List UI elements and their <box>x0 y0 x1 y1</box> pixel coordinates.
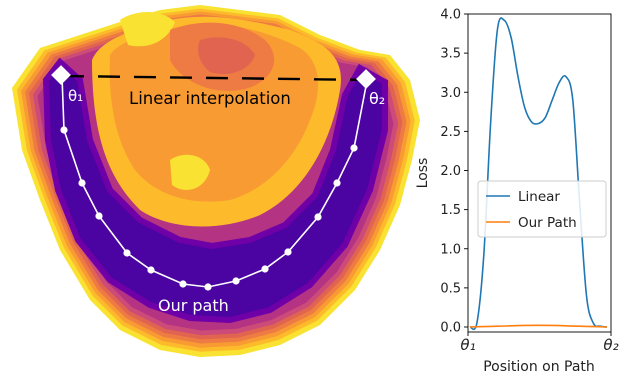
y-axis-ticks: 0.0 0.5 1.0 1.5 2.0 2.5 3.0 3.5 4.0 <box>440 8 468 336</box>
our-path-waypoints <box>60 126 358 291</box>
x-tick-label: θ₁ <box>460 336 475 354</box>
loss-chart: 0.0 0.5 1.0 1.5 2.0 2.5 3.0 3.5 4.0 θ₁ θ₂ Loss Po… <box>415 8 619 375</box>
y-tick-label: 2.0 <box>440 164 461 179</box>
y-tick-label: 0.5 <box>440 281 461 296</box>
path-waypoint <box>232 277 240 285</box>
y-tick-label: 1.5 <box>440 203 461 218</box>
path-waypoint <box>179 280 187 288</box>
linear-interpolation-line <box>61 74 371 82</box>
path-waypoint <box>333 179 341 187</box>
series-line-our-path <box>469 324 608 328</box>
y-tick-label: 0.0 <box>440 321 461 336</box>
y-tick-label: 4.0 <box>440 8 461 23</box>
theta2-label: θ₂ <box>369 89 385 108</box>
landscape-high-loss-region <box>92 12 341 227</box>
our-path-label: Our path <box>158 296 229 315</box>
contour-band <box>198 37 255 75</box>
path-waypoint <box>314 213 322 221</box>
contour-band <box>170 154 210 190</box>
contour-band <box>42 57 388 324</box>
x-axis-label: Position on Path <box>483 359 595 375</box>
path-waypoint <box>123 249 131 257</box>
x-tick-label: θ₂ <box>603 336 618 354</box>
path-waypoint <box>261 265 269 273</box>
y-tick-label: 3.5 <box>440 47 461 62</box>
theta1-label: θ₁ <box>68 87 83 105</box>
theta1-marker <box>51 65 71 85</box>
loss-landscape: θ₁ θ₂ Linear interpolation Our path <box>12 5 420 357</box>
x-axis-ticks: θ₁ θ₂ <box>460 332 619 354</box>
legend-label-linear: Linear <box>518 189 560 205</box>
y-tick-label: 2.5 <box>440 125 461 140</box>
path-waypoint <box>284 248 292 256</box>
legend: Linear Our Path <box>477 180 607 238</box>
legend-box <box>477 180 607 238</box>
path-waypoint <box>147 266 155 274</box>
plot-frame <box>467 13 612 333</box>
series-lines <box>469 17 608 331</box>
y-tick-label: 3.0 <box>440 86 461 101</box>
path-waypoint <box>60 126 68 134</box>
y-tick-label: 1.0 <box>440 242 461 257</box>
theta2-marker <box>356 69 376 89</box>
path-waypoint <box>78 179 86 187</box>
y-axis-label: Loss <box>415 158 431 189</box>
legend-label-our-path: Our Path <box>518 215 577 231</box>
contour-band <box>120 12 175 47</box>
path-waypoint <box>95 212 103 220</box>
series-line-linear <box>469 17 608 331</box>
path-waypoint <box>350 144 358 152</box>
path-waypoint <box>204 283 212 291</box>
linear-interpolation-label: Linear interpolation <box>129 89 291 108</box>
